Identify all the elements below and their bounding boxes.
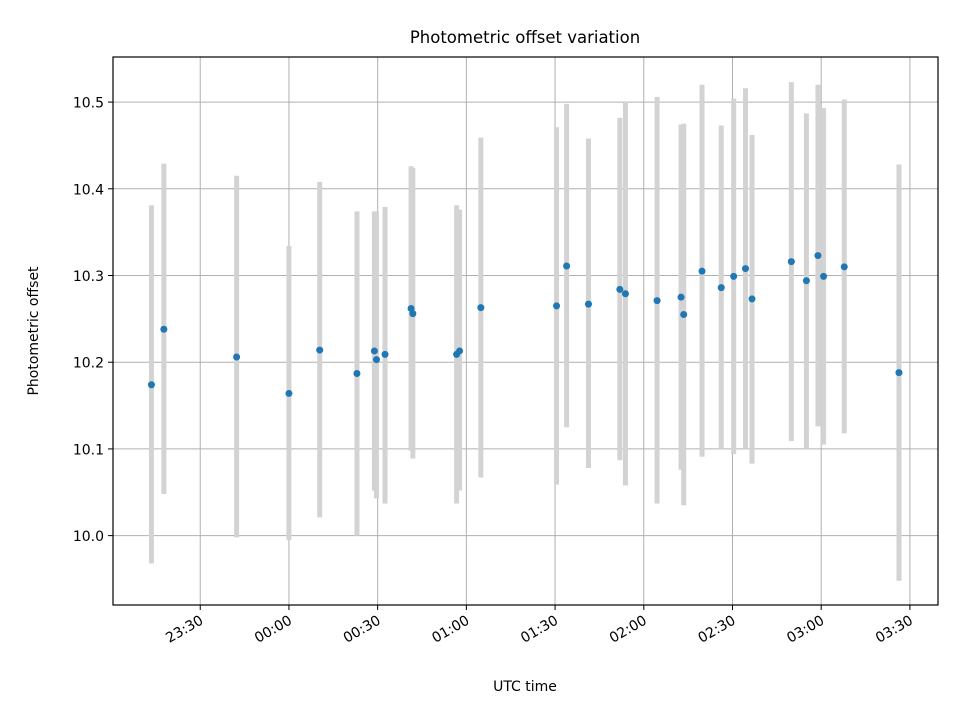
data-point: [680, 311, 688, 319]
data-point: [477, 304, 485, 312]
data-point: [621, 290, 629, 298]
y-tick-label: 10.0: [73, 529, 104, 545]
data-point: [353, 369, 361, 377]
data-point: [233, 353, 241, 361]
plot-frame: [112, 56, 939, 606]
y-tick-label: 10.5: [73, 96, 104, 112]
y-axis-ticks: 10.0 10.1 10.2 10.3 10.4 10.5: [73, 96, 113, 545]
y-tick-label: 10.1: [73, 442, 104, 458]
data-point: [748, 295, 756, 303]
data-point: [698, 267, 706, 275]
data-point: [717, 284, 725, 292]
data-point: [372, 356, 380, 364]
data-point: [316, 346, 324, 354]
data-point: [285, 389, 293, 397]
data-point: [409, 310, 417, 318]
data-point: [820, 272, 828, 280]
data-point: [677, 293, 685, 301]
data-point: [147, 381, 155, 389]
data-point: [381, 350, 389, 358]
y-tick-label: 10.2: [73, 356, 104, 372]
data-point: [840, 263, 848, 271]
data-point: [553, 302, 561, 310]
y-axis-label: Photometric offset: [26, 266, 42, 396]
data-point: [730, 272, 738, 280]
data-point: [563, 262, 571, 270]
data-point: [802, 277, 810, 285]
x-axis-label: UTC time: [493, 679, 557, 695]
y-tick-label: 10.4: [73, 182, 104, 198]
chart-title: Photometric offset variation: [410, 28, 640, 47]
data-point: [742, 265, 749, 273]
data-point: [370, 347, 378, 355]
data-point: [616, 285, 624, 293]
data-point: [895, 369, 903, 377]
data-point: [653, 297, 661, 305]
data-point: [787, 258, 795, 266]
data-points: [147, 252, 903, 397]
data-point: [456, 347, 464, 355]
data-point: [584, 300, 592, 308]
data-point: [160, 325, 168, 333]
data-point: [814, 252, 822, 260]
y-tick-label: 10.3: [73, 269, 104, 285]
